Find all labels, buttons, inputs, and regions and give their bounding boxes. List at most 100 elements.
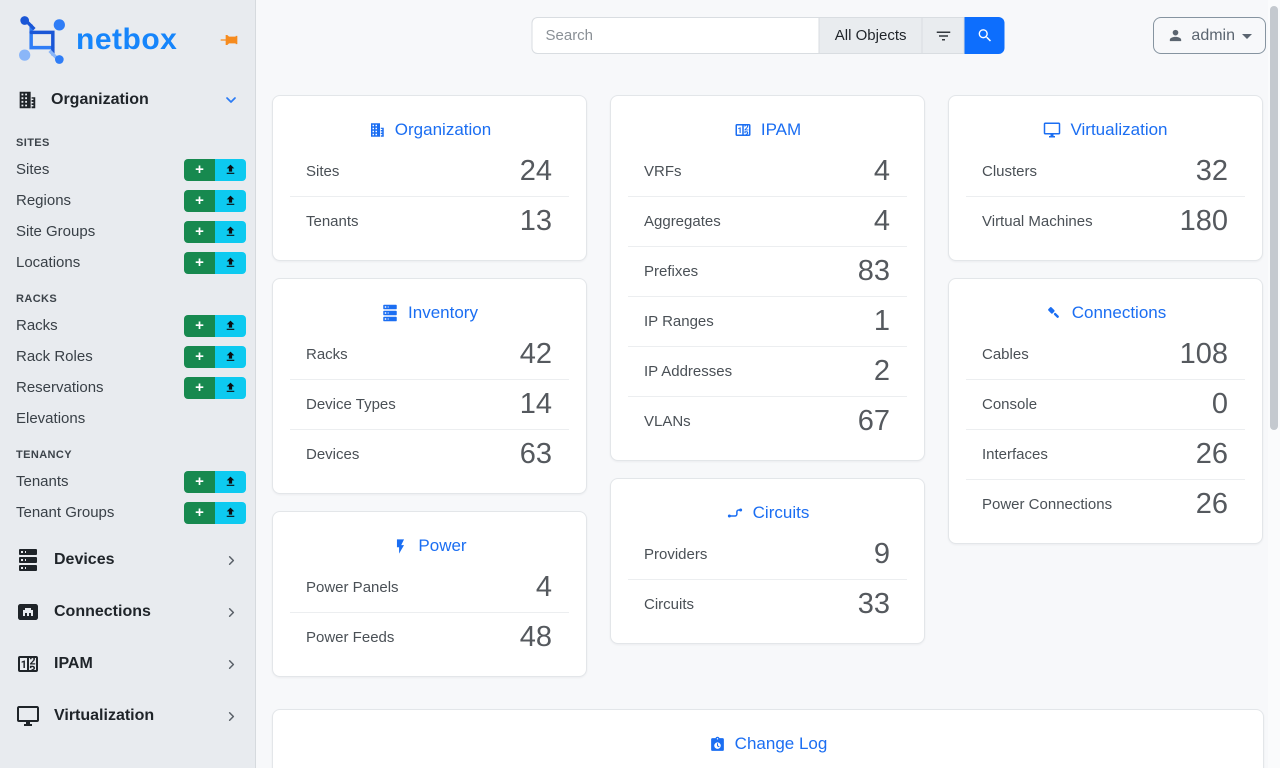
card-title-changelog[interactable]: Change Log (273, 710, 1263, 760)
search-scope-select[interactable]: All Objects (818, 17, 922, 54)
stat-row[interactable]: Circuits 33 (628, 579, 907, 629)
import-button[interactable] (215, 345, 246, 368)
add-button[interactable]: + (184, 345, 215, 368)
stat-row[interactable]: IP Ranges 1 (628, 296, 907, 346)
card-title-text: Inventory (408, 303, 478, 322)
stat-label: Prefixes (644, 263, 699, 280)
building-icon (368, 121, 386, 139)
sidebar-item-virtualization[interactable]: Virtualization (0, 690, 255, 742)
stat-label: Racks (306, 345, 348, 363)
sidebar-item-organization[interactable]: Organization (0, 78, 255, 122)
stat-row[interactable]: Power Feeds 48 (290, 612, 569, 662)
caret-down-icon (1242, 34, 1252, 39)
stat-row[interactable]: Devices 63 (290, 429, 569, 479)
section-title-sites: SITES (16, 137, 50, 149)
stat-value: 1 (873, 305, 890, 337)
import-button[interactable] (215, 189, 246, 212)
add-button[interactable]: + (184, 220, 215, 243)
search-button[interactable] (964, 17, 1005, 54)
card-title-text: Connections (1071, 303, 1167, 322)
sidebar-item-locations[interactable]: Locations + (0, 247, 255, 278)
scrollbar-track (1268, 0, 1280, 768)
import-button[interactable] (215, 251, 246, 274)
sidebar-item-tenant-groups[interactable]: Tenant Groups + (0, 497, 255, 528)
search-input[interactable] (531, 17, 819, 54)
card-title-ipam[interactable]: IPAM (611, 96, 924, 146)
stat-row[interactable]: Prefixes 83 (628, 246, 907, 296)
stat-row[interactable]: Providers 9 (628, 529, 907, 579)
card-title-circuits[interactable]: Circuits (611, 479, 924, 529)
sidebar-item-regions[interactable]: Regions + (0, 185, 255, 216)
card-virtualization: Virtualization Clusters 32 Virtual Machi… (948, 95, 1263, 261)
card-title-virtualization[interactable]: Virtualization (949, 96, 1262, 146)
stat-row[interactable]: Clusters 32 (966, 146, 1245, 196)
sidebar-item-rack-roles[interactable]: Rack Roles + (0, 341, 255, 372)
card-title-inventory[interactable]: Inventory (273, 279, 586, 329)
sidebar-item-sites[interactable]: Sites + (0, 154, 255, 185)
card-title-organization[interactable]: Organization (273, 96, 586, 146)
sidebar-item-reservations[interactable]: Reservations + (0, 372, 255, 403)
card-title-text: IPAM (760, 120, 802, 139)
stat-row[interactable]: Console 0 (966, 379, 1245, 429)
add-button[interactable]: + (184, 470, 215, 493)
stat-value: 4 (873, 205, 890, 237)
stat-row[interactable]: Aggregates 4 (628, 196, 907, 246)
monitor-icon (1043, 121, 1061, 139)
pin-icon[interactable] (219, 30, 239, 50)
card-title-power[interactable]: Power (273, 512, 586, 562)
sidebar-item-ipam[interactable]: IPAM (0, 638, 255, 690)
stat-value: 48 (519, 621, 552, 653)
stat-row[interactable]: Cables 108 (966, 329, 1245, 379)
filter-button[interactable] (921, 17, 965, 54)
stat-row[interactable]: VLANs 67 (628, 396, 907, 446)
import-button[interactable] (215, 158, 246, 181)
stat-row[interactable]: VRFs 4 (628, 146, 907, 196)
stat-row[interactable]: IP Addresses 2 (628, 346, 907, 396)
import-button[interactable] (215, 220, 246, 243)
netbox-logo-icon[interactable] (16, 14, 68, 66)
stat-label: VRFs (644, 162, 682, 180)
sidebar-item-site-groups[interactable]: Site Groups + (0, 216, 255, 247)
stat-value: 180 (1179, 205, 1228, 237)
sidebar-item-elevations[interactable]: Elevations (0, 403, 255, 434)
import-button[interactable] (215, 376, 246, 399)
scrollbar-thumb[interactable] (1270, 6, 1278, 430)
user-menu-button[interactable]: admin (1153, 17, 1266, 54)
sidebar-item-devices[interactable]: Devices (0, 534, 255, 586)
sidebar-item-connections[interactable]: Connections (0, 586, 255, 638)
card-inventory: Inventory Racks 42 Device Types 14 Devic… (272, 278, 587, 494)
add-button[interactable]: + (184, 158, 215, 181)
stat-value: 9 (873, 537, 890, 570)
sidebar: netbox Organization SITES Sites + Region… (0, 0, 256, 768)
stat-row[interactable]: Sites 24 (290, 146, 569, 196)
stat-value: 32 (1195, 154, 1228, 187)
import-button[interactable] (215, 470, 246, 493)
import-button[interactable] (215, 501, 246, 524)
stat-row[interactable]: Racks 42 (290, 329, 569, 379)
add-button[interactable]: + (184, 314, 215, 337)
main-area: All Objects admin (256, 0, 1280, 768)
add-button[interactable]: + (184, 376, 215, 399)
stat-value: 13 (519, 205, 552, 237)
stat-row[interactable]: Power Connections 26 (966, 479, 1245, 529)
stat-row[interactable]: Tenants 13 (290, 196, 569, 246)
add-button[interactable]: + (184, 251, 215, 274)
sidebar-item-tenants[interactable]: Tenants + (0, 466, 255, 497)
sidebar-item-racks[interactable]: Racks + (0, 310, 255, 341)
add-button[interactable]: + (184, 189, 215, 212)
sidebar-item-label: Connections (54, 603, 151, 620)
brand-name[interactable]: netbox (76, 23, 178, 56)
card-title-connections[interactable]: Connections (949, 279, 1262, 329)
user-name: admin (1191, 26, 1235, 44)
stat-label: IP Addresses (644, 363, 733, 380)
sidebar-item-label: Devices (54, 551, 115, 568)
card-connections: Connections Cables 108 Console 0 Interfa… (948, 278, 1263, 544)
stat-label: Interfaces (982, 446, 1048, 463)
add-button[interactable]: + (184, 501, 215, 524)
stat-row[interactable]: Virtual Machines 180 (966, 196, 1245, 246)
stat-row[interactable]: Power Panels 4 (290, 562, 569, 612)
stat-row[interactable]: Interfaces 26 (966, 429, 1245, 479)
import-button[interactable] (215, 314, 246, 337)
stat-row[interactable]: Device Types 14 (290, 379, 569, 429)
stat-value: 24 (519, 154, 552, 187)
